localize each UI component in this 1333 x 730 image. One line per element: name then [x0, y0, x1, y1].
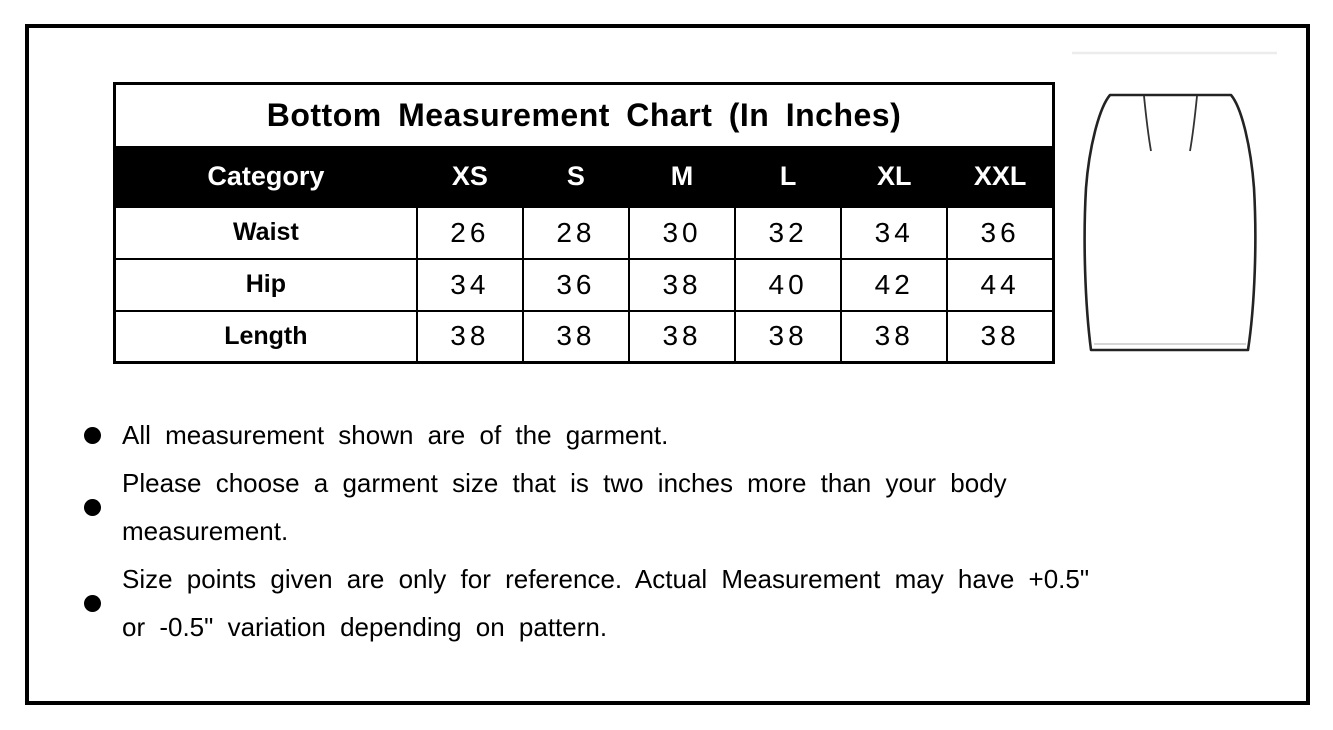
column-header-category: Category	[113, 145, 418, 208]
table-title-row: Bottom Measurement Chart (In Inches)	[113, 82, 1055, 148]
skirt-outline	[1083, 93, 1257, 352]
column-header-l: L	[734, 145, 843, 208]
table-cell: 28	[521, 205, 630, 260]
table-cell: 36	[521, 257, 630, 312]
table-cell: 38	[415, 309, 524, 364]
column-header-xxl: XXL	[946, 145, 1055, 208]
bullet-icon	[84, 594, 101, 612]
table-row-length: Length 38 38 38 38 38 38	[113, 309, 1055, 364]
column-header-xl: XL	[840, 145, 949, 208]
left-dart-line	[1143, 95, 1152, 152]
measurement-table: Bottom Measurement Chart (In Inches) Cat…	[113, 82, 1055, 364]
table-cell: 40	[734, 257, 843, 312]
note-text: All measurement shown are of the garment…	[122, 420, 669, 450]
table-row-hip: Hip 34 36 38 40 42 44	[113, 257, 1055, 312]
table-cell: 44	[946, 257, 1055, 312]
note-text: Size points given are only for reference…	[122, 564, 1090, 642]
right-dart-line	[1189, 95, 1198, 152]
table-row-waist: Waist 26 28 30 32 34 36	[113, 205, 1055, 260]
note-text: Please choose a garment size that is two…	[122, 468, 1007, 546]
table-cell: 30	[627, 205, 737, 260]
table-cell: 38	[734, 309, 843, 364]
skirt-illustration-icon	[1072, 51, 1277, 352]
column-header-m: M	[627, 145, 737, 208]
row-label-length: Length	[113, 309, 418, 364]
note-item-1: All measurement shown are of the garment…	[84, 411, 1114, 459]
note-item-3: Size points given are only for reference…	[84, 555, 1114, 651]
table-cell: 26	[415, 205, 524, 260]
notes-list: All measurement shown are of the garment…	[84, 411, 1114, 651]
column-header-s: S	[521, 145, 630, 208]
column-header-xs: XS	[415, 145, 524, 208]
row-label-hip: Hip	[113, 257, 418, 312]
table-cell: 38	[946, 309, 1055, 364]
row-label-waist: Waist	[113, 205, 418, 260]
bullet-icon	[84, 498, 101, 516]
table-cell: 38	[521, 309, 630, 364]
table-cell: 38	[627, 257, 737, 312]
table-cell: 32	[734, 205, 843, 260]
table-cell: 36	[946, 205, 1055, 260]
table-cell: 34	[840, 205, 949, 260]
note-item-2: Please choose a garment size that is two…	[84, 459, 1114, 555]
table-header-row: Category XS S M L XL XXL	[113, 145, 1055, 208]
table-cell: 34	[415, 257, 524, 312]
table-cell: 38	[840, 309, 949, 364]
table-cell: 38	[627, 309, 737, 364]
table-title: Bottom Measurement Chart (In Inches)	[113, 82, 1055, 148]
table-cell: 42	[840, 257, 949, 312]
bullet-icon	[84, 426, 101, 444]
